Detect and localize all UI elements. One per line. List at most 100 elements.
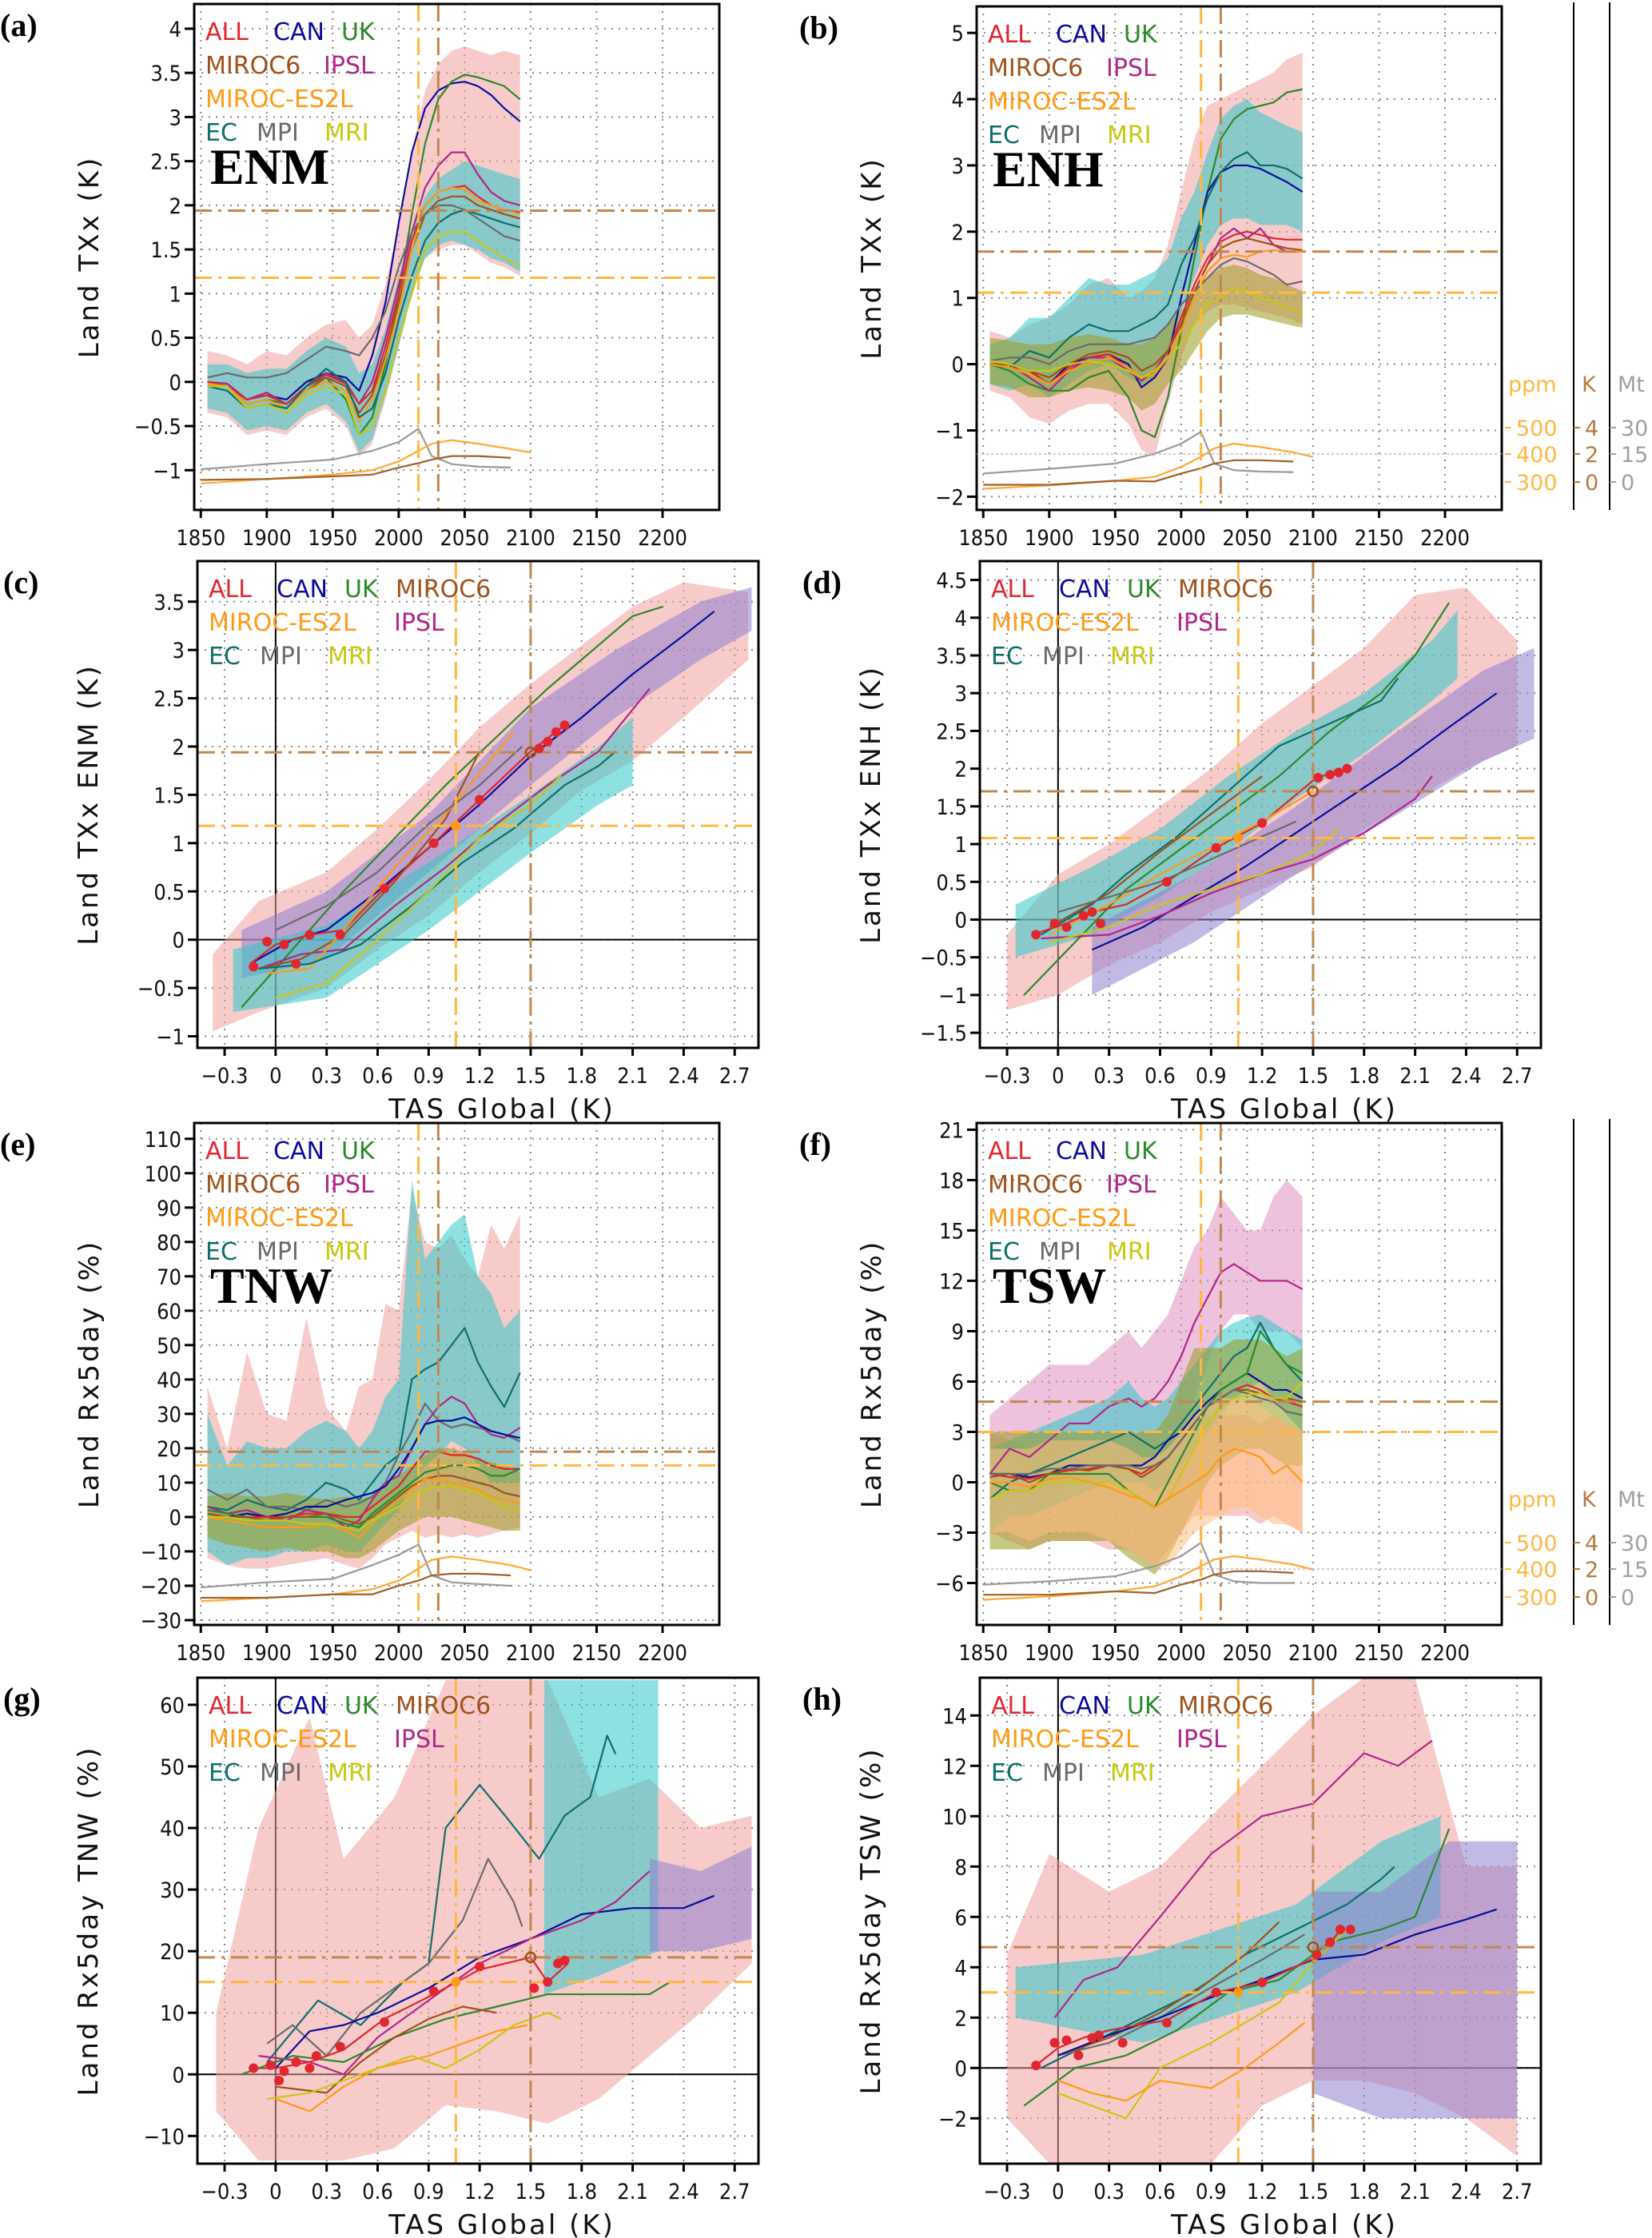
plot-frame <box>978 560 1543 1049</box>
plot-area <box>194 4 719 510</box>
x-tick-label: 1.5 <box>516 1064 547 1089</box>
y-tick-label: 30 <box>157 1403 181 1428</box>
legend-entry-can: CAN <box>277 575 328 603</box>
y-tick-label: 0.5 <box>936 870 967 895</box>
panel-letter: (f) <box>799 1126 831 1162</box>
y-tick-label: 0 <box>955 908 967 933</box>
legend-entry-can: CAN <box>1059 1692 1110 1720</box>
x-axis-title: TAS Global (K) <box>388 1093 615 1125</box>
x-axis-title: TAS Global (K) <box>1170 1093 1398 1125</box>
x-tick-label: 2.1 <box>617 1064 648 1089</box>
legend-entry-ipsl: IPSL <box>1106 1171 1156 1199</box>
x-axis-title: TAS Global (K) <box>388 2209 615 2238</box>
y-tick-label: −1 <box>938 984 967 1009</box>
x-tick-label: 2000 <box>374 1641 424 1666</box>
x-tick-label: 2100 <box>506 526 555 551</box>
y-tick-label: 1.5 <box>936 795 967 820</box>
x-tick-label: −0.3 <box>201 1064 249 1089</box>
x-tick-label: 1950 <box>1090 526 1140 551</box>
region-label: ENM <box>210 138 329 195</box>
band-miroc-es2l <box>989 1398 1303 1567</box>
all-marker <box>1073 2050 1084 2061</box>
all-marker <box>1345 1925 1355 1935</box>
x-tick-label: 1.5 <box>1298 2180 1329 2204</box>
x-tick-label: 1.2 <box>464 2180 496 2204</box>
y-tick-label: 14 <box>942 1704 967 1729</box>
x-tick-label: 2.4 <box>668 2180 699 2204</box>
series-mri <box>1049 828 1340 943</box>
y-tick-label: 12 <box>939 1269 964 1294</box>
series-miroc-es2l <box>989 1448 1304 1509</box>
x-tick-label: 2200 <box>638 1641 687 1666</box>
series-miroc-es2l <box>1057 2021 1305 2102</box>
legend-entry-uk: UK <box>341 18 376 46</box>
x-tick-label: 1.2 <box>464 1064 496 1089</box>
y-tick-label: −10 <box>141 1540 181 1565</box>
y-tick-label: 60 <box>160 1694 185 1718</box>
panel-letter: (h) <box>802 1681 842 1717</box>
x-tick-label: −0.3 <box>984 2180 1031 2204</box>
all-marker <box>1257 818 1268 828</box>
legend-entry-mpi: MPI <box>1042 1759 1085 1787</box>
all-marker <box>543 736 553 747</box>
extra-axis-tick-label: 15 <box>1621 443 1648 468</box>
extra-axis-tick-label: 300 <box>1516 1586 1558 1611</box>
series-ec <box>207 209 521 419</box>
legend-entry-miroc-es2l: MIROC-ES2L <box>991 609 1139 637</box>
x-tick-label: 2.7 <box>719 2180 750 2204</box>
series-miroc6 <box>207 1475 520 1525</box>
all-marker <box>1335 1925 1345 1935</box>
legend-entry-mri: MRI <box>324 119 369 147</box>
y-tick-label: 90 <box>157 1197 181 1221</box>
series-can <box>1091 692 1498 951</box>
series-miroc6 <box>275 2005 497 2094</box>
legend-entry-mpi: MPI <box>257 1238 299 1266</box>
y-tick-label: 20 <box>160 1940 185 1965</box>
x-tick-label: 2050 <box>440 1641 489 1666</box>
y-tick-label: 12 <box>942 1754 967 1779</box>
all-marker <box>1031 2061 1041 2071</box>
y-tick-label: 0 <box>169 1506 181 1531</box>
series-mpi <box>989 1388 1303 1475</box>
x-tick-label: 2200 <box>1420 526 1470 551</box>
plot-frame <box>196 1676 760 2165</box>
y-axis-title: Land TXx (K) <box>74 156 105 359</box>
legend-entry-mri: MRI <box>1107 1238 1152 1266</box>
plot-area <box>194 1123 719 1625</box>
miroc-es2l-marker <box>1233 833 1244 843</box>
legend-entry-ec: EC <box>209 1759 241 1787</box>
x-tick-label: 2100 <box>1288 1641 1338 1666</box>
y-tick-label: 2 <box>173 735 185 760</box>
y-tick-label: 2.5 <box>153 687 185 712</box>
y-tick-label: 0 <box>173 929 185 954</box>
y-axis-title: Land TXx (K) <box>856 157 888 360</box>
x-tick-label: 0.3 <box>1093 2180 1125 2204</box>
legend-entry-mpi: MPI <box>260 1759 302 1787</box>
series-miroc-es2l <box>275 2024 527 2113</box>
legend-entry-ec: EC <box>205 119 237 147</box>
all-marker <box>1162 877 1172 887</box>
series-all <box>207 185 520 405</box>
all-marker <box>529 1983 539 1993</box>
legend-entry-miroc6: MIROC6 <box>396 575 491 603</box>
legend-entry-miroc-es2l: MIROC-ES2L <box>209 609 356 637</box>
extra-axis-tick-label: 15 <box>1621 1558 1648 1583</box>
series-uk <box>1023 1828 1451 2107</box>
x-tick-label: 2.7 <box>1502 2180 1533 2204</box>
plot-area <box>197 1678 758 2164</box>
x-tick-label: 2.1 <box>617 2180 648 2204</box>
all-marker <box>1078 910 1089 921</box>
panel-c: −0.3 0 0.3 0.6 0.9 1.2 1.5 1.8 2.1 2.4 2.7 −1 −0.5 0 0… <box>3 560 760 1125</box>
all-marker <box>279 939 289 950</box>
legend-entry-uk: UK <box>1124 21 1158 49</box>
region-label: TSW <box>993 1257 1106 1314</box>
extra-axis-label-k: K <box>1582 1487 1597 1512</box>
y-tick-label: 3 <box>955 682 967 707</box>
legend-entry-mpi: MPI <box>1039 121 1081 149</box>
legend-entry-mri: MRI <box>1110 643 1155 671</box>
legend-entry-all: ALL <box>209 575 252 603</box>
x-tick-label: 1900 <box>242 1641 292 1666</box>
panel-e: 1850 1900 1950 2000 2050 2100 2150 2200−30−20−1… <box>0 1121 721 1666</box>
legend-entry-all: ALL <box>991 575 1034 603</box>
extra-axis-tick-label: 30 <box>1621 416 1648 441</box>
